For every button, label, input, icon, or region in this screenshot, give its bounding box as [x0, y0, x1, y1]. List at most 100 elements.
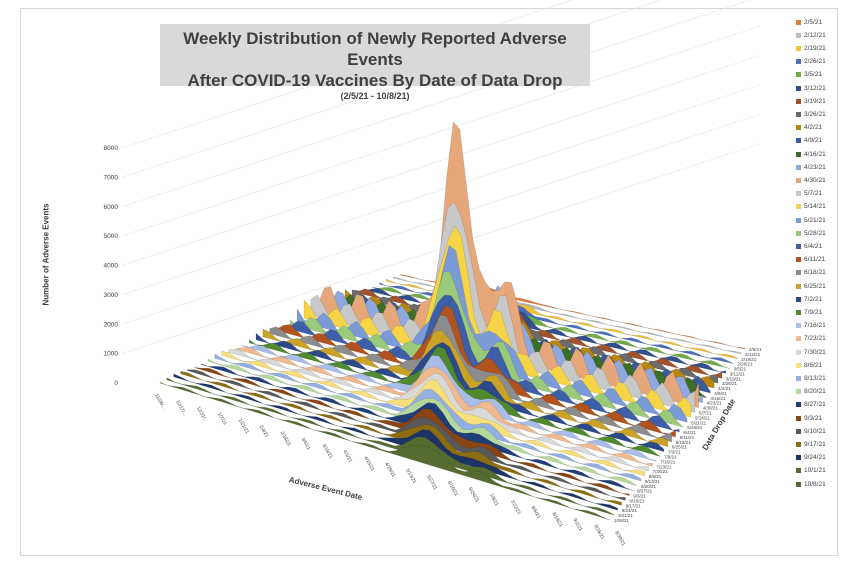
x-tick-label: 2/4/21	[258, 424, 270, 439]
gridline	[121, 55, 761, 266]
legend-item: 5/14/21	[796, 201, 826, 213]
legend-label: 3/5/21	[804, 71, 823, 79]
depth-tick-label: 7/16/21	[660, 459, 676, 464]
x-tick-label: 9/2/21	[571, 518, 583, 533]
depth-tick-label: 5/28/21	[687, 425, 703, 430]
y-tick-label: 4000	[104, 263, 119, 270]
depth-tick-label: 3/19/21	[726, 376, 742, 381]
legend-swatch	[796, 481, 801, 487]
legend-item: 5/21/21	[796, 214, 826, 226]
x-tick-label: 12/17/...	[174, 399, 188, 417]
legend-swatch	[796, 309, 801, 315]
depth-tick-label: 5/14/21	[695, 415, 711, 420]
legend-swatch	[796, 111, 801, 117]
depth-tick-label: 9/3/21	[633, 494, 646, 499]
depth-tick-label: 9/10/21	[629, 498, 645, 503]
legend-label: 9/24/21	[804, 454, 826, 462]
depth-tick-label: 5/7/21	[699, 411, 712, 416]
depth-tick-label: 8/13/21	[645, 479, 661, 484]
legend-swatch	[796, 230, 801, 236]
legend-label: 5/7/21	[804, 190, 823, 198]
legend-label: 10/8/21	[804, 480, 826, 488]
depth-tick-label: 7/2/21	[668, 450, 681, 455]
legend-item: 9/10/21	[796, 425, 826, 437]
depth-tick-label: 4/23/21	[707, 401, 723, 406]
depth-tick-label: 2/26/21	[737, 362, 753, 367]
legend-item: 4/30/21	[796, 174, 826, 186]
depth-tick-label: 7/30/21	[653, 469, 669, 474]
legend-label: 7/9/21	[804, 308, 823, 316]
legend-swatch	[796, 125, 801, 131]
depth-tick-label: 3/26/21	[722, 381, 738, 386]
y-tick-label: 8000	[104, 145, 119, 152]
depth-tick-label: 8/20/21	[641, 484, 657, 489]
depth-tick-label: 2/19/21	[741, 357, 757, 362]
legend-label: 7/2/21	[804, 295, 823, 303]
legend-swatch	[796, 59, 801, 65]
legend-swatch	[796, 138, 801, 144]
legend-item: 9/24/21	[796, 452, 826, 464]
legend-swatch	[796, 455, 801, 461]
legend-label: 3/19/21	[804, 97, 826, 105]
legend-label: 6/11/21	[804, 256, 826, 264]
depth-tick-label: 7/9/21	[664, 454, 677, 459]
legend-label: 7/23/21	[804, 335, 826, 343]
series-ribbon	[166, 377, 615, 516]
legend-item: 8/6/21	[796, 359, 822, 371]
x-tick-label: 4/29/21	[383, 462, 396, 479]
legend-item: 4/23/21	[796, 161, 826, 173]
x-tick-label: 9/30/21	[613, 530, 626, 547]
depth-tick-label: 8/6/21	[649, 474, 662, 479]
series-ribbon	[159, 381, 611, 521]
legend-swatch	[796, 323, 801, 329]
legend-swatch	[796, 85, 801, 91]
depth-tick-label: 10/1/21	[618, 513, 634, 518]
x-tick-label: 7/8/21	[488, 493, 500, 508]
chart-title: Weekly Distribution of Newly Reported Ad…	[183, 29, 567, 69]
legend-label: 4/9/21	[804, 137, 823, 145]
legend-swatch	[796, 204, 801, 210]
depth-tick-label: 9/24/21	[622, 508, 638, 513]
depth-tick-label: 9/17/21	[626, 503, 642, 508]
series-ribbon	[310, 201, 696, 413]
depth-tick-label: 10/8/21	[614, 518, 630, 523]
legend-label: 6/4/21	[804, 242, 823, 250]
legend-item: 7/2/21	[796, 293, 822, 305]
chart-subtitle: (2/5/21 - 10/8/21)	[340, 91, 410, 101]
legend-swatch	[796, 428, 801, 434]
legend-label: 4/30/21	[804, 176, 826, 184]
x-tick-label: 11/26/...	[153, 393, 167, 411]
legend-label: 3/12/21	[804, 84, 826, 92]
legend-swatch	[796, 389, 801, 395]
depth-tick-label: 4/2/21	[718, 386, 731, 391]
y-tick-label: 7000	[104, 174, 119, 181]
depth-tick-label: 4/9/21	[714, 391, 727, 396]
series-ribbon	[173, 373, 618, 511]
chart-title-box: Weekly Distribution of Newly Reported Ad…	[160, 24, 590, 101]
legend-swatch	[796, 98, 801, 104]
y-tick-label: 6000	[104, 204, 119, 211]
x-tick-label: 5/27/21	[425, 474, 438, 491]
legend-item: 3/5/21	[796, 69, 822, 81]
x-tick-label: 6/24/21	[467, 486, 480, 503]
legend-item: 7/23/21	[796, 333, 826, 345]
legend-label: 2/12/21	[804, 31, 826, 39]
y-tick-label: 0	[114, 380, 118, 387]
legend-swatch	[796, 296, 801, 302]
legend-label: 6/18/21	[804, 269, 826, 277]
legend-item: 3/26/21	[796, 108, 826, 120]
legend-item: 6/25/21	[796, 280, 826, 292]
legend-swatch	[796, 72, 801, 78]
depth-tick-label: 3/5/21	[734, 367, 747, 372]
legend-label: 4/23/21	[804, 163, 826, 171]
gridline	[121, 84, 761, 296]
legend-item: 9/17/21	[796, 438, 826, 450]
legend-item: 7/16/21	[796, 320, 826, 332]
legend-swatch	[796, 415, 801, 421]
legend-swatch	[796, 441, 801, 447]
legend-swatch	[796, 243, 801, 249]
legend-swatch	[796, 349, 801, 355]
legend-swatch	[796, 402, 801, 408]
legend-label: 8/20/21	[804, 388, 826, 396]
